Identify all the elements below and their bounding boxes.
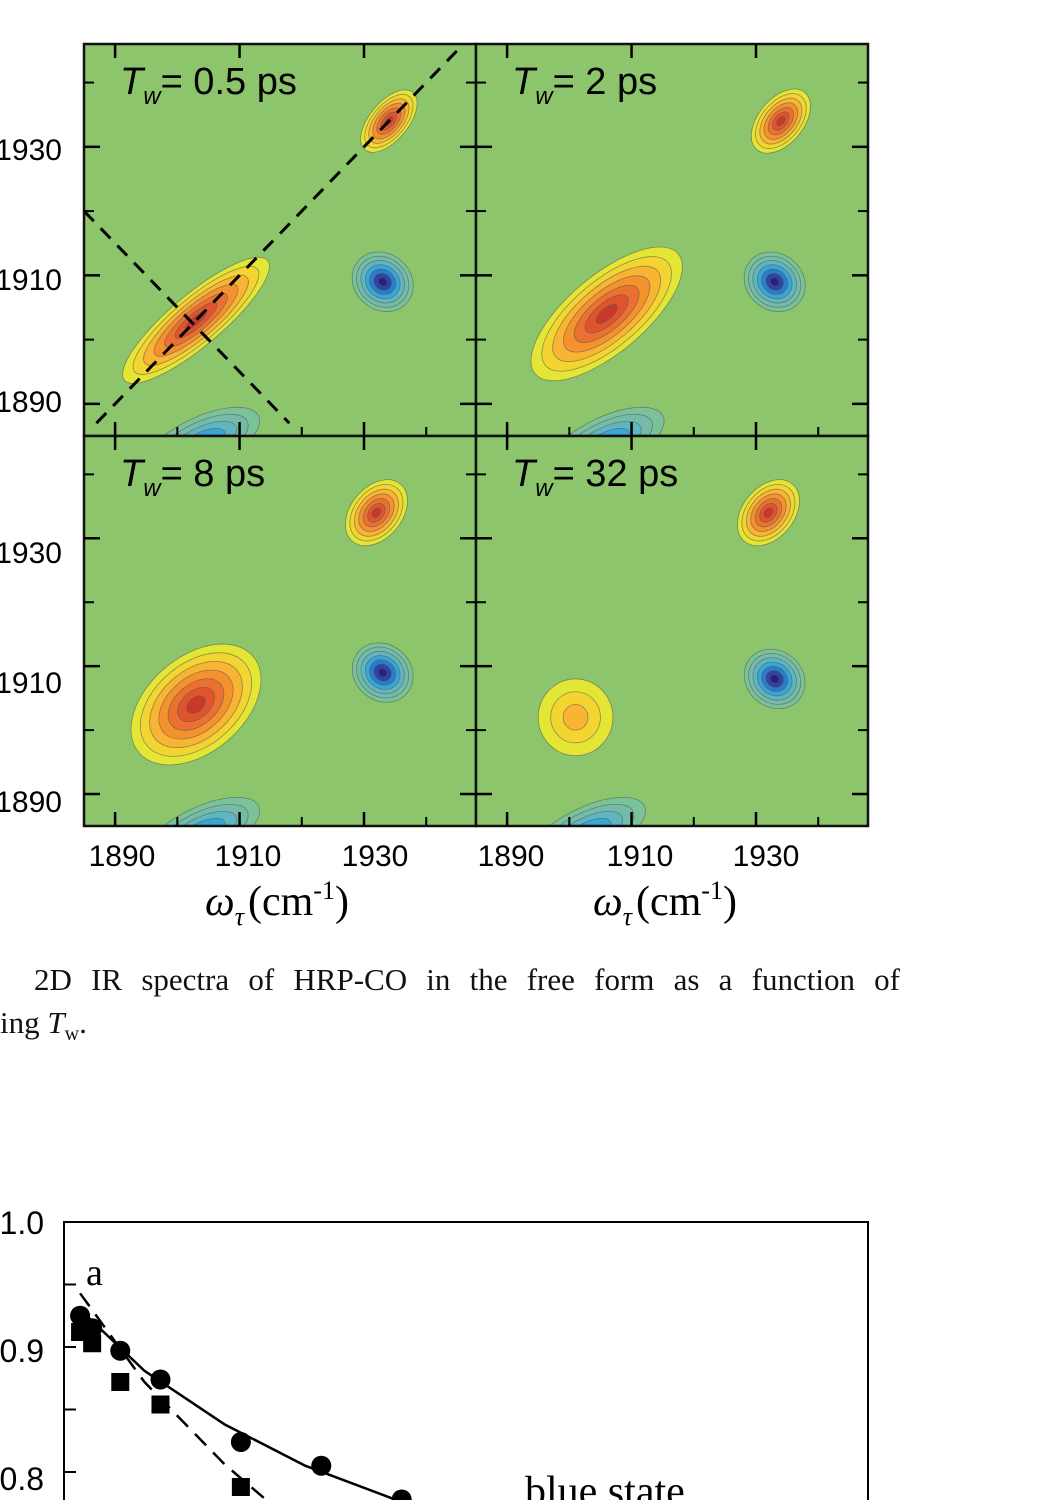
solid_fit-line (79, 1308, 400, 1500)
square-marker (83, 1334, 102, 1353)
negative-cross-peak-contour (377, 277, 388, 287)
panel-label-sub: w (535, 475, 554, 502)
caption-suffix: . (79, 1005, 87, 1040)
spectrum-panel (476, 44, 868, 436)
x-tick-label: 1890 (478, 840, 545, 873)
y-tick-label: 0.8 (0, 1461, 44, 1497)
x-tick-label: 1910 (215, 840, 282, 873)
panel-label-value: = 2 ps (553, 61, 658, 103)
y-tick-label: 1930 (0, 134, 62, 167)
caption-line-2: ing Tw. (0, 1001, 900, 1056)
caption-line-2-prefix: ing (0, 1005, 48, 1040)
panel-label-symbol: T (120, 61, 146, 103)
spectrum-panel (476, 436, 868, 826)
square-marker (111, 1373, 130, 1391)
plot-frame (63, 1221, 869, 1500)
circle-marker (230, 1432, 251, 1452)
caption-line-1: 2D IR spectra of HRP-CO in the free form… (34, 962, 900, 997)
panel-label: Tw= 8 ps (120, 453, 265, 502)
y-tick-label: 1.0 (0, 1205, 44, 1241)
y-tick-label: 1910 (0, 264, 62, 297)
x-tick-label: 1930 (342, 840, 409, 873)
square-marker (151, 1395, 170, 1414)
circle-marker (391, 1489, 412, 1500)
caption-symbol-sub: w (64, 1023, 80, 1046)
y-tick-label: 0.9 (0, 1333, 44, 1369)
caption-symbol: T (47, 1005, 65, 1040)
panel-label: Tw= 2 ps (512, 61, 657, 110)
panel-label: Tw= 0.5 ps (120, 61, 297, 110)
x-tick-label: 1930 (733, 840, 800, 873)
x-tick-label: 1890 (89, 840, 156, 873)
panel-letter: a (86, 1252, 103, 1294)
panel-label-sub: w (535, 83, 554, 110)
antidiagonal-dashed-line (84, 210, 291, 425)
panel-label-value: = 8 ps (161, 453, 266, 495)
negative-cross-peak-contour (769, 674, 780, 684)
positive-peak-contour (562, 704, 589, 731)
spectrum-panel (84, 44, 476, 436)
spectrum-panel (84, 436, 476, 826)
diagonal-dashed-line (95, 44, 466, 425)
circle-marker (70, 1305, 91, 1326)
panel-frame (474, 434, 870, 828)
circle-marker (150, 1369, 171, 1390)
y-tick-label: 1930 (0, 537, 62, 570)
panel-label-value: = 32 ps (553, 453, 679, 495)
negative-cross-peak-contour (377, 667, 388, 678)
positive-peak-contour (186, 695, 206, 714)
circle-marker (311, 1455, 332, 1476)
x-tick-label: 1910 (607, 840, 674, 873)
negative-cross-peak-contour (769, 277, 780, 287)
panel-label-symbol: T (120, 453, 146, 495)
dashed_fit-line (79, 1292, 269, 1500)
positive-peak-contour (595, 303, 618, 324)
decay-plot: 1.0 0.9 0.8 a blue state (0, 1205, 869, 1500)
panel-label-sub: w (143, 83, 162, 110)
blue-state-label: blue state (525, 1469, 685, 1500)
panel-label: Tw= 32 ps (512, 453, 678, 502)
y-tick-label: 1890 (0, 786, 62, 819)
panel-label-sub: w (143, 475, 162, 502)
x-axis-label-right: ωτ(cm-1) (593, 876, 737, 931)
panel-label-symbol: T (512, 61, 538, 103)
square-marker (231, 1478, 250, 1496)
figure-caption: 2D IR spectra of HRP-CO in the free form… (0, 958, 900, 1056)
panel-label-value: = 0.5 ps (161, 61, 297, 103)
circle-marker (110, 1340, 131, 1361)
panel-background (476, 436, 868, 826)
panel-label-symbol: T (512, 453, 538, 495)
upper-positive-peak-contour (763, 507, 774, 518)
upper-positive-peak-contour (776, 116, 786, 127)
y-tick-label: 1890 (0, 386, 62, 419)
upper-positive-peak-contour (371, 507, 382, 518)
y-tick-label: 1910 (0, 667, 62, 700)
x-axis-label-left: ωτ(cm-1) (205, 876, 349, 931)
